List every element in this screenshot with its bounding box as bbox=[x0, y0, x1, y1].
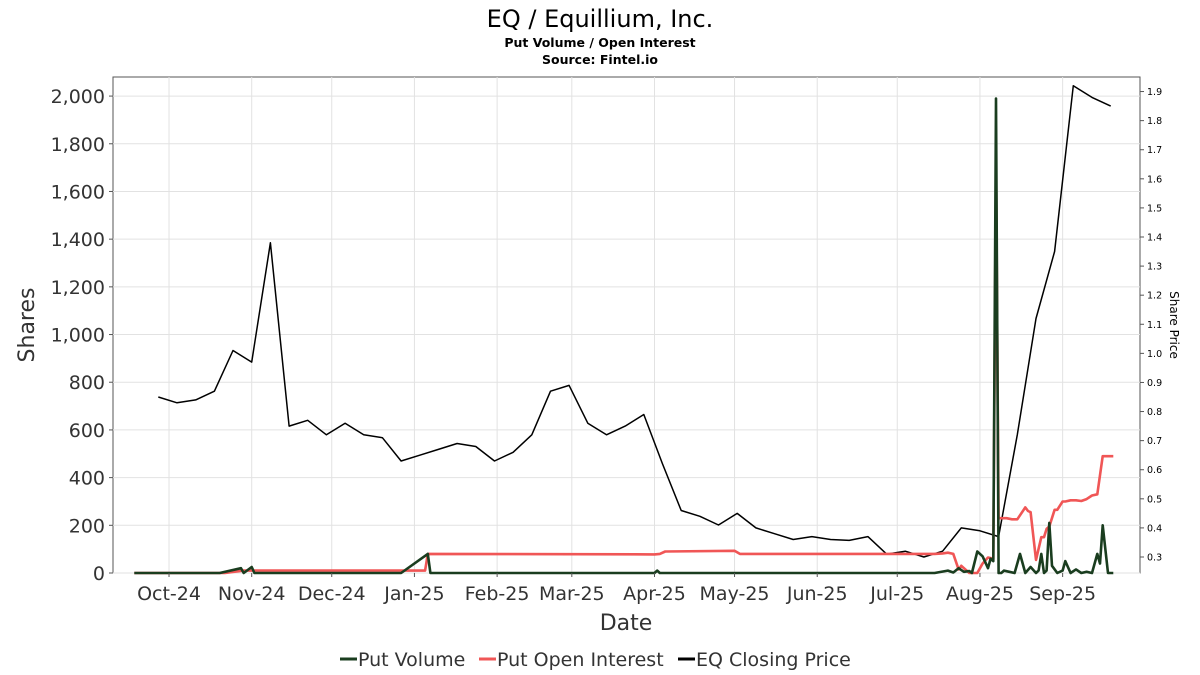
legend-label-closing-price: EQ Closing Price bbox=[696, 649, 851, 671]
y-tick-label: 1,000 bbox=[51, 325, 105, 347]
x-tick-label: Sep-25 bbox=[1029, 583, 1096, 605]
x-tick-label: Nov-24 bbox=[218, 583, 286, 605]
x-tick-label: Oct-24 bbox=[137, 583, 201, 605]
series-line-eq-closing-price bbox=[158, 84, 1112, 558]
y2-tick-label: 0.5 bbox=[1147, 494, 1162, 505]
series-line-put-open-interest bbox=[134, 159, 1114, 575]
y2-tick-label: 0.8 bbox=[1147, 407, 1162, 418]
y2-tick-label: 0.7 bbox=[1147, 436, 1162, 447]
y2-tick-label: 0.6 bbox=[1147, 465, 1162, 476]
y2-tick-label: 0.9 bbox=[1147, 378, 1162, 389]
x-tick-label: Apr-25 bbox=[623, 583, 686, 605]
y2-tick-label: 1.7 bbox=[1147, 145, 1162, 156]
chart-subtitle: Put Volume / Open Interest bbox=[504, 35, 695, 50]
y-tick-label: 1,800 bbox=[51, 134, 105, 156]
y2-tick-label: 1.9 bbox=[1147, 87, 1162, 98]
y2-tick-label: 1.4 bbox=[1147, 233, 1162, 244]
plot-area bbox=[112, 76, 1141, 574]
y2-tick-label: 0.3 bbox=[1147, 553, 1162, 564]
right-axis: 0.3 0.4 0.5 0.6 0.7 0.8 0.9 1.0 1.1 1.2 1.3 1.4 1.5 1… bbox=[1140, 87, 1162, 564]
x-axis: Oct-24 Nov-24 Dec-24 Jan-25 Feb-25 Mar-25 Apr-… bbox=[137, 573, 1096, 605]
series-layer bbox=[134, 84, 1114, 575]
y2-tick-label: 0.4 bbox=[1147, 523, 1162, 534]
x-tick-label: Aug-25 bbox=[946, 583, 1014, 605]
x-tick-label: Jul-25 bbox=[869, 583, 924, 605]
x-axis-label: Date bbox=[600, 611, 653, 636]
x-tick-label: Feb-25 bbox=[465, 583, 530, 605]
y-axis-label: Shares bbox=[15, 288, 40, 363]
y2-tick-label: 1.1 bbox=[1147, 320, 1162, 331]
legend: Put Volume Put Open Interest EQ Closing … bbox=[340, 649, 851, 671]
y-tick-label: 1,600 bbox=[51, 181, 105, 203]
y2-tick-label: 1.8 bbox=[1147, 116, 1162, 127]
x-tick-label: Mar-25 bbox=[539, 583, 605, 605]
chart-source: Source: Fintel.io bbox=[542, 52, 658, 67]
y2-tick-label: 1.2 bbox=[1147, 291, 1162, 302]
y2-tick-label: 1.3 bbox=[1147, 262, 1162, 273]
y2-tick-label: 1.0 bbox=[1147, 349, 1162, 360]
x-tick-label: May-25 bbox=[700, 583, 770, 605]
x-tick-label: Dec-24 bbox=[298, 583, 366, 605]
y-tick-label: 800 bbox=[69, 372, 105, 394]
y-tick-label: 200 bbox=[69, 515, 105, 537]
y2-axis-label: Share Price bbox=[1167, 291, 1181, 359]
legend-label-put-volume: Put Volume bbox=[358, 649, 465, 671]
x-tick-label: Jun-25 bbox=[786, 583, 848, 605]
y-tick-label: 400 bbox=[69, 468, 105, 490]
chart-title: EQ / Equillium, Inc. bbox=[487, 5, 714, 33]
y-tick-label: 1,200 bbox=[51, 277, 105, 299]
grid bbox=[113, 77, 1140, 574]
x-tick-label: Jan-25 bbox=[383, 583, 444, 605]
y2-tick-label: 1.5 bbox=[1147, 203, 1162, 214]
left-axis: 0 200 400 600 800 1,000 1,200 1,400 1,600 1,800 2,… bbox=[51, 86, 113, 585]
y-tick-label: 2,000 bbox=[51, 86, 105, 108]
y-tick-label: 0 bbox=[93, 563, 105, 585]
y-tick-label: 600 bbox=[69, 420, 105, 442]
y2-tick-label: 1.6 bbox=[1147, 174, 1162, 185]
legend-label-put-open-interest: Put Open Interest bbox=[497, 649, 664, 671]
y-tick-label: 1,400 bbox=[51, 229, 105, 251]
series-line-put-volume bbox=[134, 97, 1114, 575]
